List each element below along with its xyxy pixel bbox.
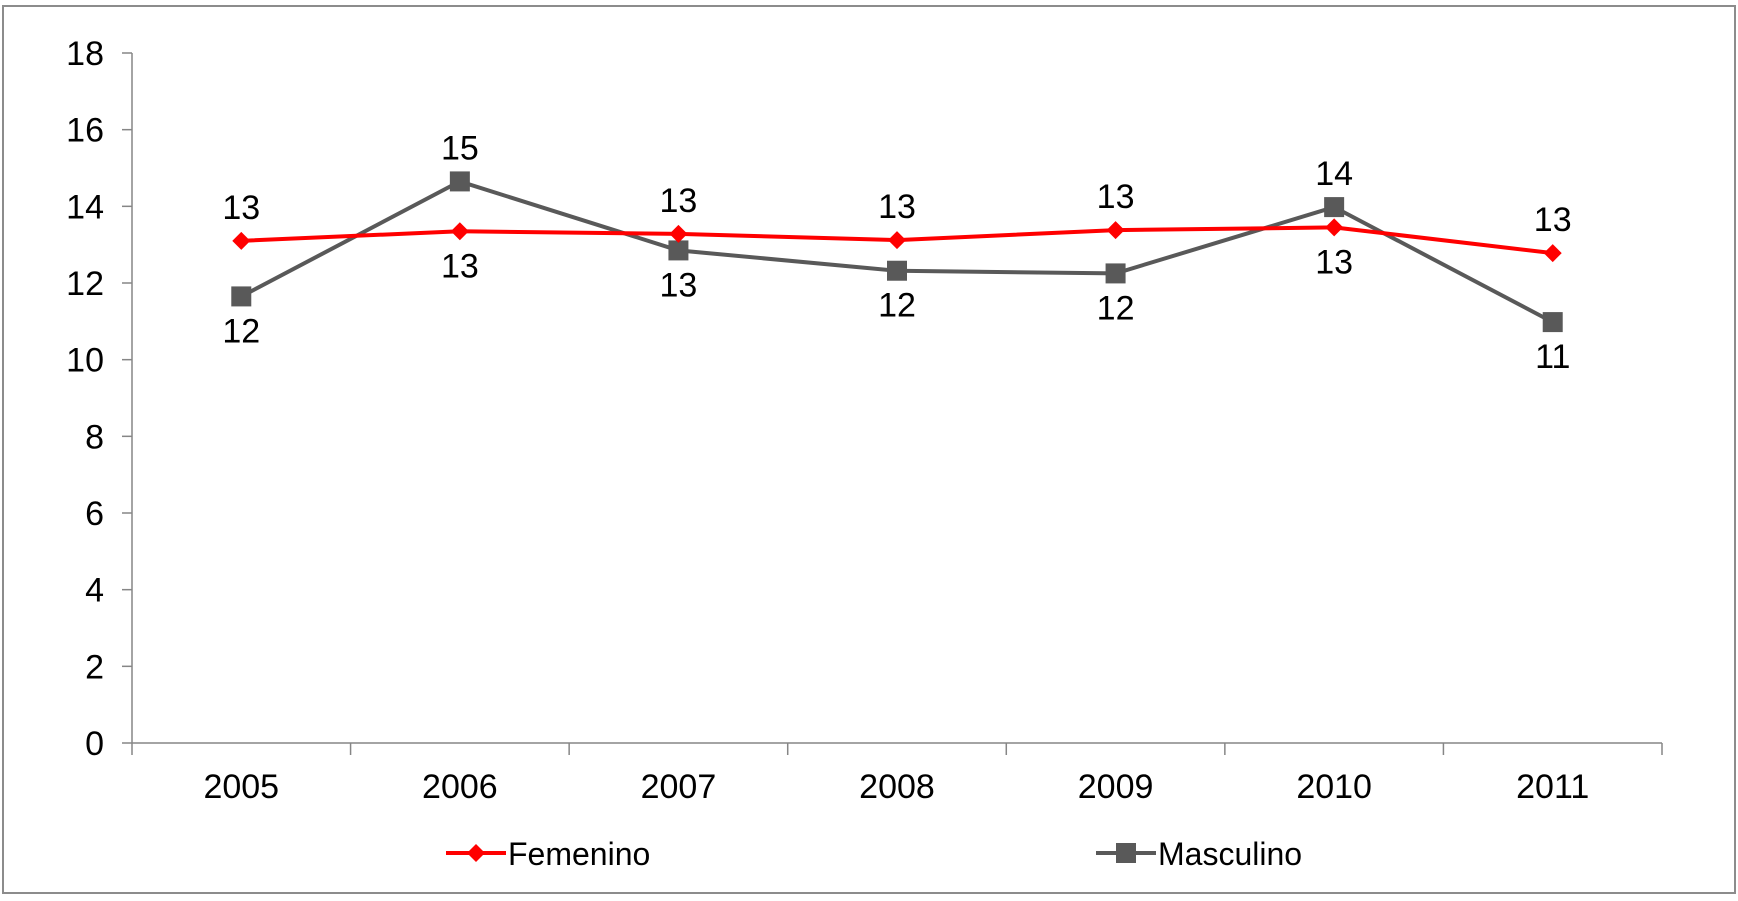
data-point-masculino — [231, 286, 252, 307]
data-labels: 13 13 13 13 13 13 13 12 15 13 12 12 14 11 — [222, 129, 1571, 376]
data-point-masculino — [1105, 263, 1126, 284]
data-point-femenino — [450, 222, 469, 241]
data-point-femenino — [1543, 244, 1562, 263]
data-point-masculino — [449, 171, 470, 192]
x-tick-label: 2007 — [641, 768, 717, 806]
chart-border — [2, 5, 1736, 894]
legend-label-masculino: Masculino — [1158, 836, 1302, 872]
x-tick-label: 2010 — [1296, 768, 1372, 806]
legend-marker-femenino — [467, 844, 485, 862]
y-tick-label: 2 — [85, 648, 104, 686]
data-label-femenino: 13 — [1097, 178, 1135, 216]
data-label-femenino: 13 — [441, 247, 479, 285]
data-point-masculino — [887, 260, 907, 281]
axes: 0 2 4 6 8 10 12 14 16 18 2005 2006 2007 2008 2009 2010 2… — [66, 35, 1663, 806]
x-tick-label: 2009 — [1078, 768, 1154, 806]
data-point-masculino — [1542, 312, 1563, 333]
y-tick-label: 18 — [66, 35, 104, 73]
y-tick-label: 8 — [85, 418, 104, 456]
x-tick-label: 2005 — [203, 768, 279, 806]
data-label-femenino: 13 — [1315, 243, 1353, 281]
data-point-masculino — [1324, 197, 1345, 218]
data-point-femenino — [232, 231, 251, 250]
x-tick-label: 2011 — [1516, 768, 1589, 806]
data-point-masculino — [668, 240, 689, 261]
data-label-masculino: 11 — [1535, 338, 1570, 376]
data-label-femenino: 13 — [878, 188, 916, 226]
data-label-femenino: 13 — [1534, 201, 1572, 239]
x-tick-label: 2006 — [422, 768, 498, 806]
data-point-femenino — [1325, 218, 1344, 237]
y-tick-label: 12 — [66, 265, 104, 303]
data-point-femenino — [888, 231, 906, 250]
data-label-femenino: 13 — [660, 182, 698, 220]
x-tick-label: 2008 — [859, 768, 935, 806]
data-point-femenino — [1106, 221, 1125, 240]
legend-marker-masculino — [1116, 843, 1136, 863]
series-markers — [231, 171, 1563, 333]
legend: Femenino Masculino — [446, 836, 1302, 872]
y-tick-label: 6 — [85, 495, 104, 533]
data-label-masculino: 13 — [660, 266, 698, 304]
y-tick-label: 16 — [66, 112, 104, 150]
y-tick-label: 0 — [85, 725, 104, 763]
data-label-masculino: 12 — [222, 312, 260, 350]
data-label-femenino: 13 — [222, 189, 260, 227]
data-label-masculino: 12 — [878, 287, 916, 325]
data-point-femenino — [669, 224, 688, 243]
data-label-masculino: 12 — [1097, 289, 1135, 327]
data-label-masculino: 15 — [441, 129, 479, 167]
y-tick-label: 4 — [85, 572, 104, 610]
legend-label-femenino: Femenino — [508, 836, 650, 872]
y-tick-label: 14 — [66, 188, 104, 226]
data-label-masculino: 14 — [1315, 155, 1353, 193]
y-tick-label: 10 — [66, 342, 104, 380]
